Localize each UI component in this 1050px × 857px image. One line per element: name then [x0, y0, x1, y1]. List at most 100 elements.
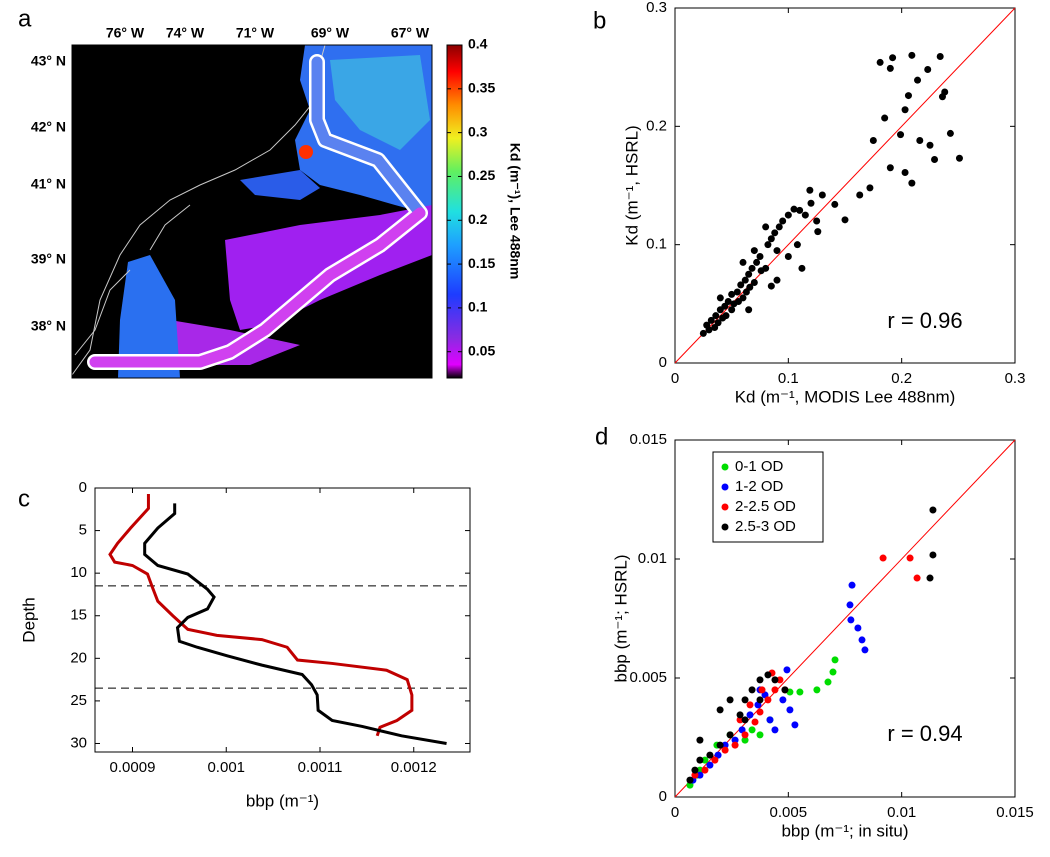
data-point: [724, 297, 732, 305]
colorbar-tick-label: 0.4: [468, 36, 488, 52]
y-tick-label: 0: [659, 788, 667, 805]
water-region: [118, 255, 180, 378]
data-point: [908, 179, 916, 187]
colorbar-tick-label: 0.1: [468, 299, 488, 315]
data-point: [848, 581, 856, 589]
data-point: [701, 766, 709, 774]
data-point: [739, 294, 747, 302]
data-point: [946, 129, 954, 137]
data-point: [748, 686, 756, 694]
flight-track: [311, 56, 426, 219]
longitude-label: 69° W: [311, 25, 350, 41]
legend-label: 2.5-3 OD: [735, 518, 796, 535]
y-tick-label: 0.015: [629, 431, 667, 448]
profile-line: [143, 503, 447, 745]
x-tick-label: 0.001: [207, 759, 245, 776]
data-point: [753, 258, 761, 266]
data-point: [854, 624, 862, 632]
data-point: [699, 329, 707, 337]
data-point: [846, 601, 854, 609]
data-point: [736, 711, 744, 719]
data-point: [731, 736, 739, 744]
data-point: [751, 718, 759, 726]
x-tick-label: 0.1: [778, 370, 799, 387]
y-axis-label: Kd (m⁻¹, HSRL): [622, 125, 641, 245]
longitude-label: 74° W: [166, 25, 205, 41]
data-point: [748, 264, 756, 272]
legend-box: [712, 451, 824, 543]
data-point: [726, 696, 734, 704]
data-point: [737, 281, 745, 289]
x-tick-label: 0.0009: [110, 759, 156, 776]
data-point: [764, 671, 772, 679]
annotation: r = 0.96: [887, 308, 962, 333]
data-point: [813, 686, 821, 694]
data-point: [908, 51, 916, 59]
data-point: [767, 282, 775, 290]
data-point: [781, 686, 789, 694]
data-point: [831, 200, 839, 208]
data-point: [773, 276, 781, 284]
data-point: [861, 646, 869, 654]
y-tick-label: 5: [79, 522, 87, 539]
legend-label: 2-2.5 OD: [735, 498, 796, 515]
flight-track: [89, 207, 426, 368]
data-point: [771, 726, 779, 734]
data-point: [901, 168, 909, 176]
data-point: [916, 137, 924, 145]
data-point: [866, 184, 874, 192]
data-point: [707, 316, 715, 324]
data-point: [746, 711, 754, 719]
data-point: [790, 205, 798, 213]
data-point: [798, 264, 806, 272]
map: [71, 44, 463, 379]
x-axis-label: bbp (m⁻¹; in situ): [781, 821, 908, 840]
latitude-label: 41° N: [31, 176, 66, 192]
data-point: [721, 741, 729, 749]
x-tick-label: 0.01: [887, 804, 916, 821]
hotspot: [299, 145, 313, 159]
data-point: [686, 776, 694, 784]
data-point: [756, 696, 764, 704]
data-point: [696, 766, 704, 774]
data-point: [746, 283, 754, 291]
data-point: [716, 294, 724, 302]
data-point: [926, 141, 934, 149]
annotation: r = 0.94: [887, 721, 962, 746]
colorbar-tick-label: 0.3: [468, 123, 488, 139]
data-point: [914, 76, 922, 84]
data-point: [901, 106, 909, 114]
data-point: [696, 736, 704, 744]
colorbar-label: Kd (m⁻¹), Lee 488nm: [507, 143, 523, 280]
colorbar-tick-label: 0.25: [468, 167, 495, 183]
data-point: [750, 247, 758, 255]
x-tick-label: 0.0012: [391, 759, 437, 776]
latitude-label: 39° N: [31, 251, 66, 267]
legend-label: 1-2 OD: [735, 478, 784, 495]
data-point: [758, 686, 766, 694]
map-frame: [71, 44, 433, 379]
data-point: [731, 741, 739, 749]
x-tick-label: 0.005: [770, 804, 808, 821]
x-axis-label: bbp (m⁻¹): [246, 791, 319, 810]
y-tick-label: 0: [659, 354, 667, 371]
data-point: [716, 741, 724, 749]
data-point: [879, 554, 887, 562]
data-point: [796, 688, 804, 696]
data-point: [764, 241, 772, 249]
legend-marker: [721, 523, 729, 531]
data-point: [876, 58, 884, 66]
data-point: [750, 279, 758, 287]
y-tick-label: 30: [70, 734, 87, 751]
colorbar-tick-label: 0.05: [468, 342, 495, 358]
data-point: [775, 223, 783, 231]
data-point: [756, 731, 764, 739]
data-point: [881, 114, 889, 122]
data-point: [796, 206, 804, 214]
data-point: [756, 676, 764, 684]
data-point: [806, 186, 814, 194]
data-point: [807, 199, 815, 207]
y-tick-label: 10: [70, 564, 87, 581]
data-point: [783, 666, 791, 674]
data-point: [791, 721, 799, 729]
